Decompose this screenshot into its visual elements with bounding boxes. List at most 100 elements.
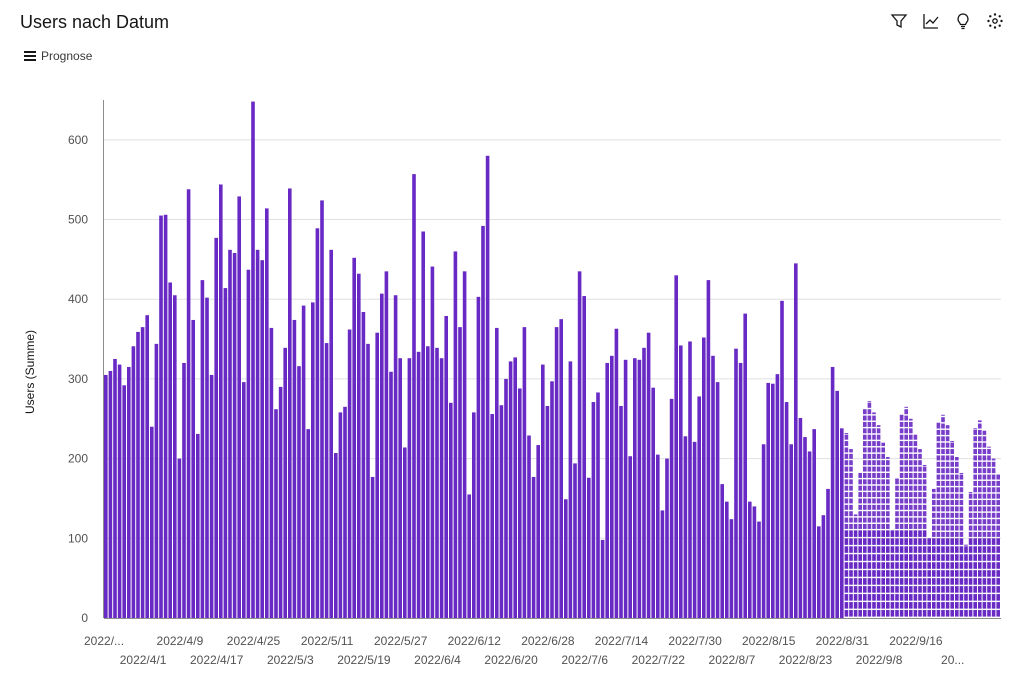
bar[interactable] [352,257,356,618]
bar[interactable] [798,417,803,618]
bar[interactable] [196,433,200,618]
bar[interactable] [559,319,563,618]
bar[interactable] [656,454,660,618]
forecast-bar[interactable] [922,464,927,617]
forecast-bar[interactable] [886,457,890,617]
bar[interactable] [246,269,251,618]
bar[interactable] [702,337,706,618]
bar[interactable] [398,358,402,618]
bar[interactable] [748,501,752,618]
bar[interactable] [605,362,609,618]
bar[interactable] [513,357,517,618]
bar[interactable] [278,386,283,618]
bar[interactable] [426,346,430,618]
bar[interactable] [403,447,407,618]
bar[interactable] [499,405,504,618]
bar[interactable] [182,362,186,618]
bar[interactable] [274,409,278,618]
forecast-menu[interactable]: Prognose [24,49,92,63]
bar[interactable] [205,297,209,618]
bar[interactable] [154,343,159,618]
bar[interactable] [711,355,715,618]
bar[interactable] [320,200,324,619]
bar[interactable] [214,237,218,619]
bar[interactable] [596,392,600,618]
bar[interactable] [683,436,688,618]
bar[interactable] [288,188,292,618]
bar[interactable] [665,458,669,618]
bar[interactable] [490,413,494,618]
bar[interactable] [444,315,448,618]
bar[interactable] [186,189,191,619]
forecast-bar[interactable] [863,409,867,617]
bar[interactable] [536,445,540,618]
bar[interactable] [495,327,499,618]
bar[interactable] [600,539,605,618]
bar[interactable] [384,271,389,618]
bar[interactable] [619,406,623,618]
bar[interactable] [467,494,471,618]
bar[interactable] [140,327,145,618]
bar[interactable] [375,332,379,618]
bar[interactable] [720,484,724,618]
bar[interactable] [550,381,554,618]
forecast-bar[interactable] [904,406,908,617]
bar[interactable] [361,311,366,618]
bar[interactable] [766,382,770,618]
forecast-bar[interactable] [941,414,945,617]
bar[interactable] [311,302,315,618]
bar[interactable] [269,327,274,618]
forecast-bar[interactable] [959,472,964,617]
bar[interactable] [761,444,766,618]
bar[interactable] [729,519,734,618]
bar[interactable] [127,366,131,618]
bar[interactable] [660,510,665,618]
bar[interactable] [191,319,195,618]
bar[interactable] [738,362,743,618]
bar[interactable] [163,214,168,618]
bar[interactable] [757,521,761,618]
bar[interactable] [416,351,421,618]
bar[interactable] [232,253,237,619]
bar[interactable] [324,343,329,618]
bar[interactable] [587,477,591,618]
bar[interactable] [504,378,508,618]
bar[interactable] [577,271,582,618]
forecast-bar[interactable] [968,492,973,617]
forecast-bar[interactable] [858,472,862,617]
bar[interactable] [393,295,398,618]
bar[interactable] [628,456,632,618]
bar[interactable] [357,273,361,618]
bar[interactable] [614,328,619,618]
bar[interactable] [564,499,568,618]
forecast-bar[interactable] [996,474,1000,617]
bar[interactable] [568,361,573,618]
bar[interactable] [389,371,393,618]
forecast-bar[interactable] [932,488,936,617]
bar[interactable] [168,282,172,618]
bar[interactable] [771,383,775,618]
bar[interactable] [117,364,122,618]
settings-icon[interactable] [986,12,1004,30]
bar[interactable] [366,343,370,618]
bar[interactable] [794,263,798,618]
forecast-bar[interactable] [895,478,899,617]
bar[interactable] [219,184,223,618]
bar[interactable] [251,101,255,618]
forecast-bar[interactable] [890,530,895,617]
bar[interactable] [159,215,163,619]
bar[interactable] [407,358,412,618]
forecast-bar[interactable] [909,418,913,617]
lightbulb-icon[interactable] [954,12,972,30]
forecast-bar[interactable] [849,449,853,617]
bar[interactable] [177,458,182,618]
bar[interactable] [209,374,214,618]
bar[interactable] [283,347,287,618]
bar[interactable] [301,305,306,618]
bar[interactable] [131,346,136,618]
bar[interactable] [476,296,481,618]
bar[interactable] [812,429,816,618]
bar[interactable] [472,412,476,618]
bar[interactable] [651,387,655,618]
bar[interactable] [338,412,343,618]
